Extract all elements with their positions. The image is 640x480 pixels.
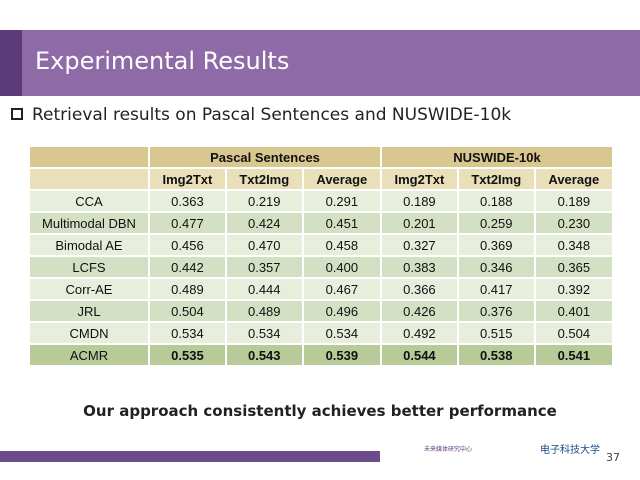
score-cell: 0.201 bbox=[379, 211, 459, 235]
score-cell: 0.504 bbox=[533, 321, 615, 345]
score-cell: 0.504 bbox=[148, 299, 227, 323]
logo-text: 电子科技大学 bbox=[540, 445, 600, 456]
score-cell: 0.383 bbox=[379, 255, 459, 279]
score-cell: 0.534 bbox=[301, 321, 382, 345]
score-cell: 0.369 bbox=[456, 233, 536, 257]
score-cell: 0.401 bbox=[533, 299, 615, 323]
column-header: Average bbox=[301, 167, 382, 191]
score-cell: 0.189 bbox=[533, 189, 615, 213]
score-cell: 0.535 bbox=[148, 343, 227, 367]
method-name: CMDN bbox=[28, 321, 150, 345]
score-cell: 0.458 bbox=[301, 233, 382, 257]
score-cell: 0.376 bbox=[456, 299, 536, 323]
score-cell: 0.417 bbox=[456, 277, 536, 301]
table-row: ACMR 0.535 0.543 0.539 0.544 0.538 0.541 bbox=[28, 343, 615, 367]
column-header: Txt2Img bbox=[224, 167, 304, 191]
footer-band bbox=[0, 451, 380, 462]
score-cell: 0.327 bbox=[379, 233, 459, 257]
page-number: 37 bbox=[606, 451, 620, 464]
score-cell: 0.544 bbox=[379, 343, 459, 367]
score-cell: 0.400 bbox=[301, 255, 382, 279]
conclusion: Our approach consistently achieves bette… bbox=[83, 402, 557, 420]
score-cell: 0.363 bbox=[148, 189, 227, 213]
score-cell: 0.534 bbox=[224, 321, 304, 345]
table-row: Bimodal AE 0.456 0.470 0.458 0.327 0.369 0.348 bbox=[28, 233, 615, 257]
column-header: Img2Txt bbox=[379, 167, 459, 191]
corner-cell bbox=[28, 167, 150, 191]
method-name: CCA bbox=[28, 189, 150, 213]
table-row: Corr-AE 0.489 0.444 0.467 0.366 0.417 0.392 bbox=[28, 277, 615, 301]
group-header: Pascal Sentences bbox=[148, 145, 382, 169]
score-cell: 0.424 bbox=[224, 211, 304, 235]
score-cell: 0.467 bbox=[301, 277, 382, 301]
method-name: Corr-AE bbox=[28, 277, 150, 301]
score-cell: 0.291 bbox=[301, 189, 382, 213]
score-cell: 0.534 bbox=[148, 321, 227, 345]
method-name: Bimodal AE bbox=[28, 233, 150, 257]
score-cell: 0.541 bbox=[533, 343, 615, 367]
table-row: JRL 0.504 0.489 0.496 0.426 0.376 0.401 bbox=[28, 299, 615, 323]
method-name: Multimodal DBN bbox=[28, 211, 150, 235]
score-cell: 0.348 bbox=[533, 233, 615, 257]
score-cell: 0.489 bbox=[148, 277, 227, 301]
score-cell: 0.219 bbox=[224, 189, 304, 213]
method-name: ACMR bbox=[28, 343, 150, 367]
score-cell: 0.259 bbox=[456, 211, 536, 235]
title-band-accent bbox=[0, 30, 22, 96]
score-cell: 0.442 bbox=[148, 255, 227, 279]
score-cell: 0.456 bbox=[148, 233, 227, 257]
score-cell: 0.470 bbox=[224, 233, 304, 257]
score-cell: 0.357 bbox=[224, 255, 304, 279]
bullet-text: Retrieval results on Pascal Sentences an… bbox=[32, 105, 512, 125]
group-header-row: Pascal Sentences NUSWIDE-10k bbox=[28, 145, 615, 169]
score-cell: 0.392 bbox=[533, 277, 615, 301]
score-cell: 0.543 bbox=[224, 343, 304, 367]
logo-text: 未来媒体研究中心 bbox=[424, 446, 473, 453]
table-row: CCA 0.363 0.219 0.291 0.189 0.188 0.189 bbox=[28, 189, 615, 213]
score-cell: 0.426 bbox=[379, 299, 459, 323]
score-cell: 0.477 bbox=[148, 211, 227, 235]
score-cell: 0.496 bbox=[301, 299, 382, 323]
column-header: Txt2Img bbox=[456, 167, 536, 191]
method-name: LCFS bbox=[28, 255, 150, 279]
corner-cell bbox=[28, 145, 150, 169]
score-cell: 0.451 bbox=[301, 211, 382, 235]
bullet-icon bbox=[11, 108, 23, 120]
score-cell: 0.489 bbox=[224, 299, 304, 323]
score-cell: 0.515 bbox=[456, 321, 536, 345]
score-cell: 0.188 bbox=[456, 189, 536, 213]
column-header: Average bbox=[533, 167, 615, 191]
score-cell: 0.346 bbox=[456, 255, 536, 279]
table-row: CMDN 0.534 0.534 0.534 0.492 0.515 0.504 bbox=[28, 321, 615, 345]
score-cell: 0.538 bbox=[456, 343, 536, 367]
title-band bbox=[0, 30, 640, 96]
column-header-row: Img2Txt Txt2Img Average Img2Txt Txt2Img Avera… bbox=[28, 167, 615, 191]
table-row: LCFS 0.442 0.357 0.400 0.383 0.346 0.365 bbox=[28, 255, 615, 279]
table-row: Multimodal DBN 0.477 0.424 0.451 0.201 0.259 0… bbox=[28, 211, 615, 235]
column-header: Img2Txt bbox=[148, 167, 227, 191]
results-table: Pascal Sentences NUSWIDE-10k Img2Txt Txt2Im… bbox=[28, 145, 615, 367]
score-cell: 0.539 bbox=[301, 343, 382, 367]
method-name: JRL bbox=[28, 299, 150, 323]
score-cell: 0.366 bbox=[379, 277, 459, 301]
score-cell: 0.189 bbox=[379, 189, 459, 213]
score-cell: 0.365 bbox=[533, 255, 615, 279]
slide-title: Experimental Results bbox=[35, 47, 290, 75]
score-cell: 0.492 bbox=[379, 321, 459, 345]
score-cell: 0.230 bbox=[533, 211, 615, 235]
score-cell: 0.444 bbox=[224, 277, 304, 301]
group-header: NUSWIDE-10k bbox=[379, 145, 615, 169]
